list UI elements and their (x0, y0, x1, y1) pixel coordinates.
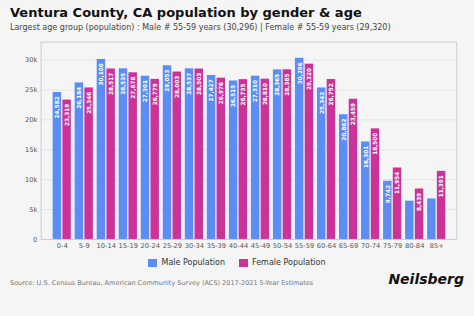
svg-text:11,954: 11,954 (394, 172, 400, 194)
svg-text:10-14: 10-14 (97, 242, 116, 250)
svg-text:80-84: 80-84 (405, 242, 424, 250)
svg-text:27,301: 27,301 (142, 80, 148, 102)
svg-text:26,184: 26,184 (76, 87, 82, 109)
svg-text:28,503: 28,503 (196, 73, 202, 95)
svg-text:15k: 15k (25, 146, 38, 154)
svg-text:25k: 25k (25, 86, 38, 94)
svg-text:30k: 30k (25, 56, 38, 64)
svg-text:26,810: 26,810 (262, 83, 268, 105)
svg-text:28,003: 28,003 (174, 76, 180, 98)
svg-text:27,310: 27,310 (252, 80, 258, 102)
svg-text:28,537: 28,537 (186, 73, 192, 95)
svg-text:60-64: 60-64 (317, 242, 336, 250)
svg-text:35-39: 35-39 (207, 242, 226, 250)
svg-text:27,427: 27,427 (208, 79, 214, 101)
svg-text:24,582: 24,582 (54, 96, 60, 118)
svg-text:11,391: 11,391 (438, 175, 444, 197)
svg-text:45-49: 45-49 (251, 242, 270, 250)
svg-text:20,862: 20,862 (341, 119, 347, 141)
svg-text:28,517: 28,517 (108, 73, 114, 95)
svg-text:55-59: 55-59 (295, 242, 314, 250)
html-text:Source: U.S. Census Bureau, Am: Source: U.S. Census Bureau, American Com… (10, 279, 314, 288)
svg-text:26,976: 26,976 (218, 82, 224, 104)
svg-text:40-44: 40-44 (229, 242, 248, 250)
svg-text:8,439: 8,439 (416, 193, 422, 211)
svg-text:5k: 5k (29, 206, 37, 214)
svg-text:9,742: 9,742 (385, 185, 391, 203)
svg-text:26,735: 26,735 (240, 83, 246, 105)
svg-text:30,296: 30,296 (296, 62, 302, 84)
html-text:Female Population: Female Population (252, 258, 326, 268)
svg-text:20-24: 20-24 (141, 242, 160, 250)
svg-text:25-29: 25-29 (163, 242, 182, 250)
svg-text:28,535: 28,535 (120, 73, 126, 95)
svg-text:5-9: 5-9 (79, 242, 90, 250)
svg-text:23,459: 23,459 (350, 103, 356, 125)
svg-text:75-79: 75-79 (383, 242, 402, 250)
html-text:Male Population: Male Population (161, 258, 225, 268)
svg-text:26,752: 26,752 (328, 83, 334, 105)
svg-text:28,365: 28,365 (274, 74, 280, 96)
svg-text:30-34: 30-34 (185, 242, 204, 250)
html-text:Largest age group (population): Largest age group (population) : Male # … (10, 23, 391, 32)
svg-text:29,053: 29,053 (164, 70, 170, 92)
svg-text:16,301: 16,301 (363, 146, 369, 168)
svg-text:30,106: 30,106 (98, 63, 104, 85)
svg-text:25,342: 25,342 (319, 92, 325, 114)
svg-text:18,500: 18,500 (372, 133, 378, 155)
svg-text:26,779: 26,779 (152, 83, 158, 105)
svg-text:27,878: 27,878 (130, 77, 136, 99)
html-text:Neilsberg: Neilsberg (388, 271, 464, 288)
svg-text:15-19: 15-19 (119, 242, 138, 250)
svg-text:20k: 20k (25, 116, 38, 124)
svg-text:65-69: 65-69 (339, 242, 358, 250)
svg-text:10k: 10k (25, 176, 38, 184)
svg-text:29,320: 29,320 (306, 68, 312, 90)
svg-text:70-74: 70-74 (361, 242, 380, 250)
svg-text:50-54: 50-54 (273, 242, 292, 250)
html-text:Ventura County, CA population: Ventura County, CA population by gender … (10, 5, 362, 20)
svg-text:25,346: 25,346 (86, 92, 92, 114)
svg-text:23,319: 23,319 (64, 104, 70, 126)
svg-text:0: 0 (33, 236, 37, 244)
svg-text:28,385: 28,385 (284, 74, 290, 96)
svg-text:0-4: 0-4 (57, 242, 68, 250)
svg-text:26,515: 26,515 (230, 85, 236, 107)
svg-text:85+: 85+ (430, 242, 444, 250)
